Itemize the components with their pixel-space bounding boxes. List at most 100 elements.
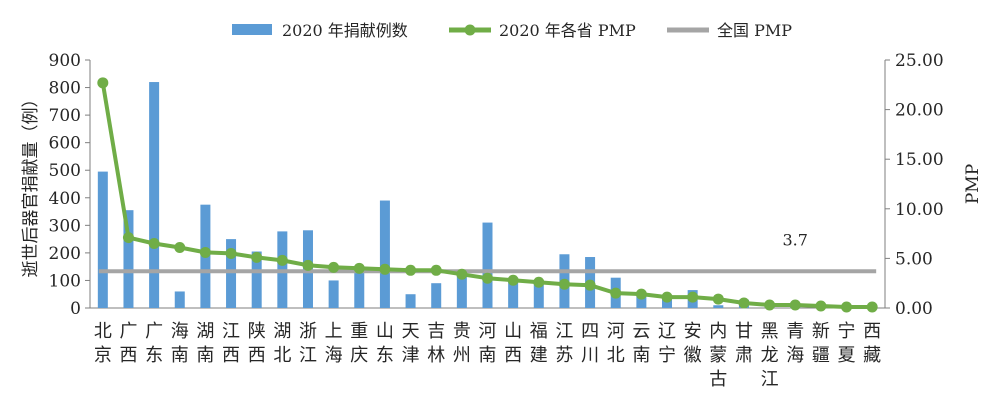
pmp-point [687,291,699,303]
pmp-point [379,263,391,275]
left-tick-label: 600 [49,134,81,154]
right-tick-label: 25.00 [895,51,944,71]
category-label: 山 [376,321,394,342]
category-label: 上 [325,321,343,342]
category-label: 湖 [196,321,214,342]
category-label: 江 [555,321,573,342]
category-label: 四 [581,321,599,342]
pmp-point [866,301,878,313]
pmp-point [789,299,801,311]
legend: 2020 年捐献例数 2020 年各省 PMP 全国 PMP [232,21,792,40]
category-label: 北 [273,345,291,366]
category-label: 青 [786,321,804,342]
category-label: 北 [94,321,112,342]
category-label: 徽 [684,345,702,366]
bar [149,82,160,309]
pmp-point [661,291,673,303]
pmp-point [815,300,827,312]
category-label: 北 [607,345,625,366]
category-label: 蒙 [709,345,727,366]
bar [508,277,519,308]
right-axis-title: PMP [963,164,983,204]
category-label: 宁 [838,321,856,342]
pmp-point [405,264,417,276]
category-label: 苏 [555,345,573,366]
pmp-point [122,232,134,244]
pmp-point [251,251,263,263]
pmp-point [353,262,365,274]
pmp-point [738,297,750,309]
category-label: 东 [376,345,394,366]
category-label: 建 [530,345,548,366]
category-label: 东 [145,345,163,366]
category-label: 海 [786,345,804,366]
bar [405,294,416,308]
category-label: 西 [222,345,240,366]
right-tick-label: 15.00 [895,150,944,170]
category-label: 肃 [735,345,753,366]
left-axis-title: 逝世后器官捐献量（例） [21,91,41,278]
pmp-point [482,272,493,284]
category-label: 川 [581,345,599,366]
category-label: 藏 [863,345,881,366]
pmp-point [558,278,570,290]
category-label: 新 [812,321,830,342]
category-label: 河 [607,321,625,342]
province-pmp-series [97,77,878,313]
legend-swatch-bar [232,24,272,35]
pmp-point [225,247,237,259]
bar [482,222,493,308]
bar [251,251,262,308]
category-label: 西 [504,345,522,366]
right-tick-label: 0.00 [895,299,933,319]
bar [636,295,647,308]
category-label: 南 [479,345,497,366]
bar [713,305,724,308]
category-label: 疆 [812,345,830,366]
category-label: 广 [145,321,163,342]
category-label: 夏 [838,345,856,366]
category-label: 西 [863,321,881,342]
category-label: 江 [299,345,317,366]
category-label: 海 [325,345,343,366]
pmp-point [276,254,288,266]
left-tick-label: 700 [49,106,81,126]
bar [226,239,237,308]
category-label: 湖 [273,321,291,342]
pmp-point [328,261,340,273]
category-label: 重 [350,321,368,342]
category-label: 津 [402,345,420,366]
category-label: 山 [504,321,522,342]
category-label: 甘 [735,321,753,342]
pmp-point [610,287,622,299]
bar [97,171,108,308]
category-label: 陕 [248,321,266,342]
category-label: 龙 [761,345,779,366]
right-tick-label: 5.00 [895,249,933,269]
left-tick-label: 100 [49,271,81,291]
legend-label: 2020 年捐献例数 [282,21,408,40]
category-label: 天 [402,321,420,342]
left-tick-label: 500 [49,161,81,181]
category-label: 福 [530,321,548,342]
category-label: 林 [427,345,445,366]
category-label: 内 [709,321,727,342]
category-label: 西 [119,345,137,366]
left-tick-label: 400 [49,189,81,209]
pmp-point [148,238,160,250]
category-label: 庆 [350,345,368,366]
category-label: 西 [248,345,266,366]
category-label: 古 [709,369,727,390]
left-tick-label: 900 [49,51,81,71]
bar [456,272,467,308]
right-tick-label: 20.00 [895,101,944,121]
category-label: 辽 [658,321,676,342]
bar [533,280,544,308]
bar [354,268,365,308]
category-label: 南 [632,345,650,366]
category-label: 吉 [427,321,445,342]
bar [328,280,339,308]
category-label: 海 [171,321,189,342]
category-label: 安 [684,321,702,342]
